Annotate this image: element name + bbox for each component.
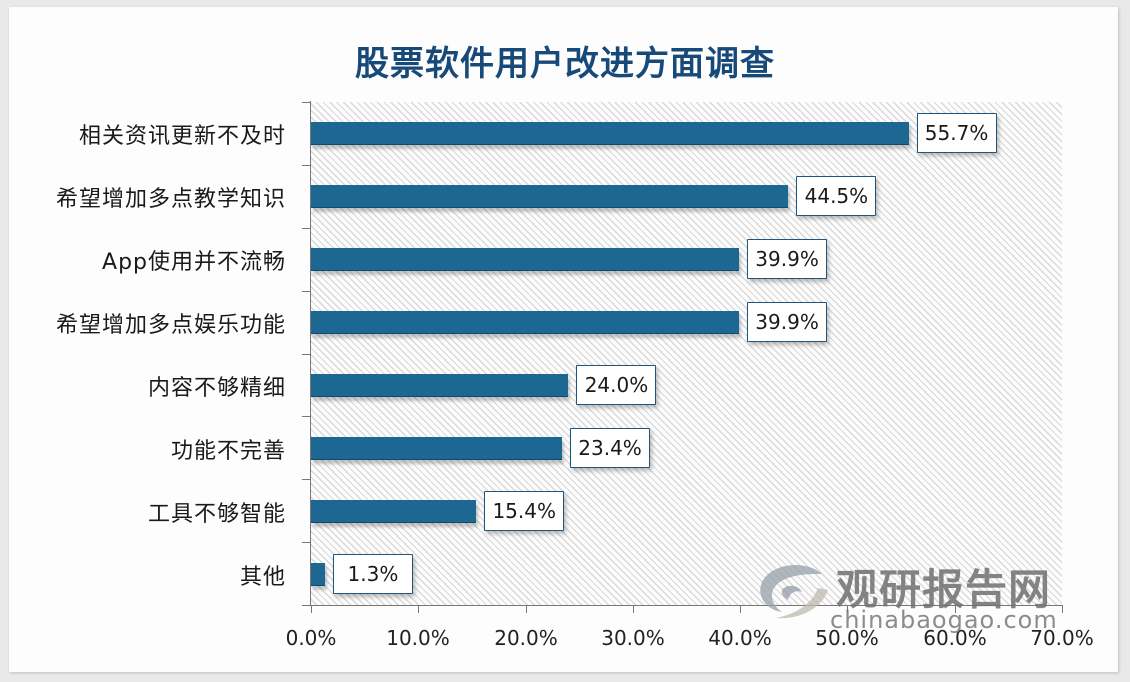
category-label: 内容不够精细: [147, 375, 286, 401]
category-label: App使用并不流畅: [102, 250, 286, 276]
y-tick: [302, 354, 310, 355]
x-tick-label: 40.0%: [708, 626, 772, 650]
data-label: 1.3%: [332, 553, 413, 594]
plot-area: [311, 102, 1062, 605]
category-label: 相关资讯更新不及时: [78, 124, 286, 150]
bar: [311, 248, 740, 272]
watermark-logo-icon: [760, 564, 828, 619]
watermark-text-cn: 观研报告网: [836, 565, 1052, 614]
x-tick: [311, 605, 312, 613]
y-tick: [302, 165, 310, 166]
y-tick: [302, 228, 310, 229]
data-label: 24.0%: [576, 364, 657, 405]
data-label: 15.4%: [484, 490, 565, 531]
x-tick: [418, 605, 419, 613]
data-label: 23.4%: [570, 427, 651, 468]
bar: [311, 562, 325, 586]
watermark-text-en: chinabaogao.com: [830, 606, 1058, 634]
x-tick: [526, 605, 527, 613]
x-tick: [847, 605, 848, 613]
x-tick-label: 0.0%: [285, 626, 337, 650]
x-tick-label: 50.0%: [815, 626, 879, 650]
bar: [311, 373, 569, 397]
x-axis-line: [310, 605, 1063, 606]
x-tick: [740, 605, 741, 613]
data-label: 55.7%: [916, 113, 997, 154]
x-tick: [633, 605, 634, 613]
y-tick: [302, 416, 310, 417]
bar: [311, 436, 563, 460]
x-tick-label: 20.0%: [494, 626, 558, 650]
x-tick-label: 30.0%: [601, 626, 665, 650]
chart-title: 股票软件用户改进方面调查: [355, 44, 775, 84]
y-tick: [302, 291, 310, 292]
bar: [311, 122, 909, 146]
y-tick: [302, 605, 310, 606]
bar: [311, 311, 740, 335]
data-label: 44.5%: [796, 176, 877, 217]
data-label: 39.9%: [747, 239, 828, 280]
x-tick-label: 10.0%: [386, 626, 450, 650]
category-label: 功能不完善: [170, 438, 286, 464]
y-tick: [302, 479, 310, 480]
x-tick: [955, 605, 956, 613]
x-tick: [1062, 605, 1063, 613]
x-tick-label: 70.0%: [1030, 626, 1094, 650]
y-tick: [302, 102, 310, 103]
y-axis-line: [310, 101, 311, 606]
bar: [311, 185, 789, 209]
y-tick: [302, 542, 310, 543]
category-label: 工具不够智能: [147, 501, 286, 527]
x-tick-label: 60.0%: [923, 626, 987, 650]
bar: [311, 499, 477, 523]
category-label: 希望增加多点娱乐功能: [55, 313, 286, 339]
category-label: 其他: [239, 564, 286, 590]
category-label: 希望增加多点教学知识: [55, 187, 286, 213]
data-label: 39.9%: [747, 302, 828, 343]
